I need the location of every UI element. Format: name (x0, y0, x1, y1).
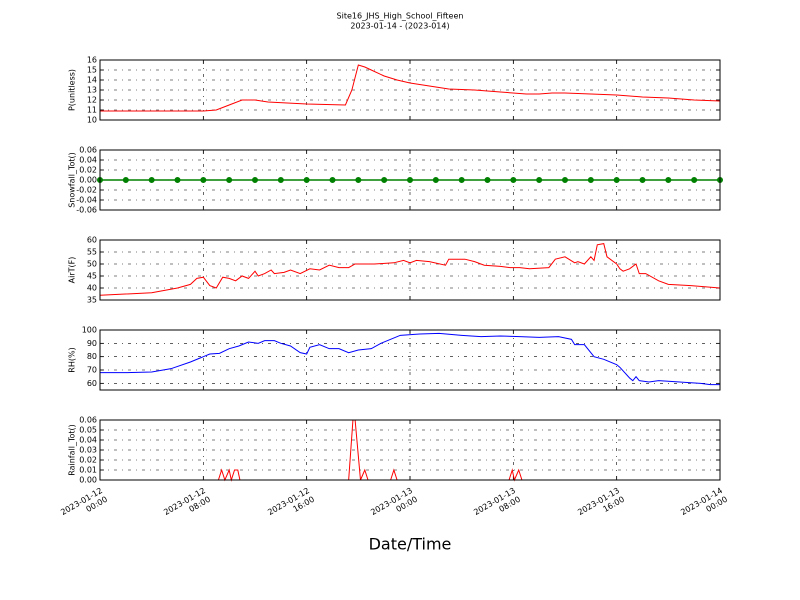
axes-frame (99, 329, 721, 391)
data-point (355, 177, 362, 183)
y-tick-label: 90 (87, 339, 97, 348)
y-tick-label: 0.00 (79, 476, 97, 485)
y-tick-label: 0.01 (79, 466, 97, 475)
y-tick-label: 10 (87, 116, 97, 125)
y-tick-label: 14 (87, 76, 97, 85)
axes-frame (99, 419, 721, 481)
data-point (329, 177, 336, 183)
x-axis-label: Date/Time (369, 535, 452, 554)
y-tick-label: 12 (87, 96, 97, 105)
data-point (613, 177, 620, 183)
data-point (174, 177, 181, 183)
y-tick-label: 0.03 (79, 446, 97, 455)
y-tick-label: 70 (87, 366, 97, 375)
y-axis-label: P(unitless) (68, 69, 77, 111)
y-axis-label: AirT(F) (68, 257, 77, 284)
y-tick-label: 40 (87, 284, 97, 293)
y-tick-label: 16 (87, 56, 97, 65)
data-point (122, 177, 129, 183)
data-point (510, 177, 517, 183)
axes-frame (99, 149, 721, 211)
y-axis-label: Rainfall_Tot() (68, 424, 77, 476)
y-tick-label: -0.06 (76, 206, 97, 215)
data-point (381, 177, 388, 183)
y-tick-label: 45 (87, 272, 97, 281)
y-tick-label: 0.04 (79, 156, 97, 165)
data-point (432, 177, 439, 183)
y-tick-label: 0.00 (79, 176, 97, 185)
y-tick-label: 60 (87, 379, 97, 388)
y-tick-label: 35 (87, 296, 97, 305)
data-point (639, 177, 646, 183)
y-tick-label: 50 (87, 260, 97, 269)
data-point (665, 177, 672, 183)
data-point (691, 177, 698, 183)
y-axis-label: Snowfall_Tot() (68, 152, 77, 208)
data-line (99, 243, 721, 296)
data-point (458, 177, 465, 183)
y-tick-label: 0.06 (79, 416, 97, 425)
data-point (587, 177, 594, 183)
axes-frame (99, 239, 721, 301)
y-tick-label: 0.05 (79, 426, 97, 435)
y-tick-label: -0.04 (76, 196, 97, 205)
y-tick-label: -0.02 (76, 186, 97, 195)
y-tick-label: 13 (87, 86, 97, 95)
y-tick-label: 0.02 (79, 456, 97, 465)
y-tick-label: 15 (87, 66, 97, 75)
y-tick-label: 60 (87, 236, 97, 245)
chart-title: Site16_JHS_High_School_Fifteen (337, 12, 464, 21)
data-point (252, 177, 258, 183)
data-point (407, 177, 413, 183)
chart-subtitle: 2023-01-14 - (2023-014) (350, 22, 449, 31)
y-tick-label: 80 (87, 352, 97, 361)
y-tick-label: 0.02 (79, 166, 97, 175)
data-line (100, 332, 720, 386)
axes-frame (99, 59, 721, 121)
y-tick-label: 0.06 (79, 146, 97, 155)
data-point (148, 177, 155, 183)
data-point (536, 177, 543, 183)
y-tick-label: 0.04 (79, 436, 97, 445)
data-point (562, 177, 568, 183)
data-line (100, 419, 720, 482)
data-point (226, 177, 233, 183)
data-point (277, 177, 284, 183)
y-tick-label: 55 (87, 248, 97, 257)
y-axis-label: RH(%) (68, 347, 77, 372)
data-point (200, 177, 207, 183)
data-point (484, 177, 491, 183)
data-line (100, 64, 721, 112)
y-tick-label: 11 (87, 106, 97, 115)
y-tick-label: 100 (82, 326, 97, 335)
data-point (303, 177, 310, 183)
